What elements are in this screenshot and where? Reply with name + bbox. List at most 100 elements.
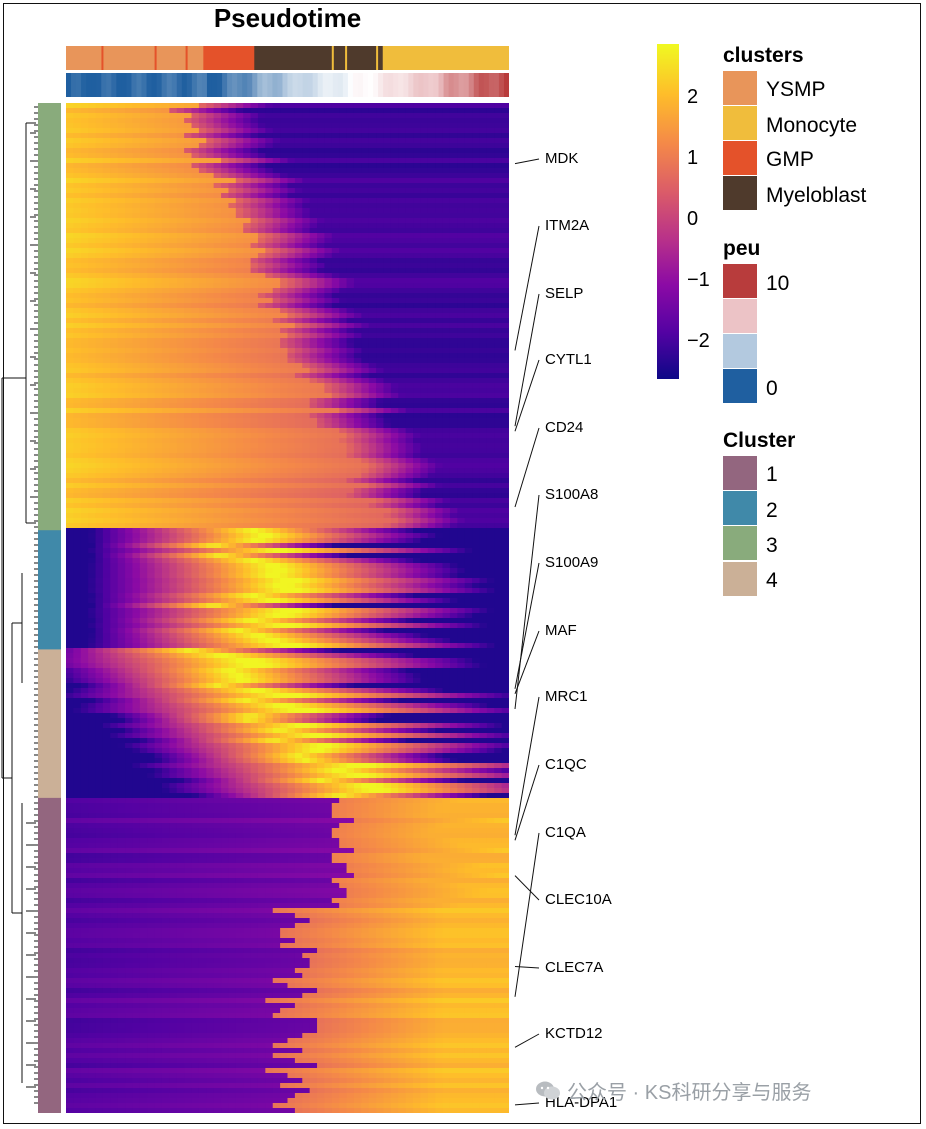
heatmap-cell: [176, 233, 185, 239]
heatmap-cell: [486, 478, 495, 484]
heatmap-cell: [228, 128, 237, 134]
heatmap-cell: [191, 308, 200, 314]
heatmap-cell: [472, 468, 481, 474]
heatmap-cell: [368, 323, 377, 329]
heatmap-cell: [287, 113, 296, 119]
heatmap-cell: [117, 408, 126, 414]
heatmap-cell: [102, 448, 111, 454]
heatmap-cell: [353, 403, 362, 409]
heatmap-cell: [250, 253, 259, 259]
heatmap-cell: [73, 333, 82, 339]
heatmap-cell: [346, 133, 355, 139]
heatmap-cell: [272, 463, 281, 469]
heatmap-cell: [154, 473, 163, 479]
heatmap-cell: [73, 428, 82, 434]
heatmap-cell: [184, 113, 193, 119]
heatmap-cell: [184, 248, 193, 254]
heatmap-cell: [132, 468, 141, 474]
heatmap-cell: [95, 218, 104, 224]
heatmap-cell: [405, 363, 414, 369]
heatmap-cell: [294, 398, 303, 404]
heatmap-cell: [132, 448, 141, 454]
heatmap-cell: [88, 123, 97, 129]
heatmap-cell: [479, 128, 488, 134]
heatmap-cell: [368, 128, 377, 134]
heatmap-cell: [464, 163, 473, 169]
heatmap-cell: [302, 408, 311, 414]
heatmap-cell: [176, 188, 185, 194]
heatmap-cell: [501, 373, 509, 379]
heatmap-cell: [427, 393, 436, 399]
heatmap-cell: [132, 463, 141, 469]
heatmap-cell: [221, 178, 230, 184]
heatmap-row: [66, 238, 509, 244]
heatmap-cell: [221, 123, 230, 129]
heatmap-cell: [184, 328, 193, 334]
heatmap-cell: [80, 128, 89, 134]
heatmap-cell: [442, 228, 451, 234]
heatmap-cell: [361, 468, 370, 474]
heatmap-cell: [405, 303, 414, 309]
heatmap-cell: [398, 388, 407, 394]
heatmap-cell: [66, 433, 74, 439]
heatmap-row: [66, 283, 509, 289]
heatmap-cell: [198, 453, 207, 459]
heatmap-cell: [390, 108, 399, 114]
peu-cell: [383, 73, 389, 97]
heatmap-cell: [95, 113, 104, 119]
heatmap-cell: [346, 298, 355, 304]
heatmap-cell: [486, 103, 495, 109]
heatmap-cell: [125, 173, 134, 179]
heatmap-cell: [176, 328, 185, 334]
heatmap-cell: [73, 253, 82, 259]
heatmap-cell: [213, 268, 222, 274]
heatmap-cell: [390, 228, 399, 234]
heatmap-cell: [161, 483, 170, 489]
heatmap-cell: [125, 318, 134, 324]
heatmap-cell: [73, 173, 82, 179]
heatmap-cell: [383, 308, 392, 314]
heatmap-cell: [73, 458, 82, 464]
heatmap-cell: [272, 403, 281, 409]
heatmap-cell: [265, 273, 274, 279]
heatmap-cell: [287, 458, 296, 464]
heatmap-cell: [66, 288, 74, 294]
heatmap-cell: [309, 368, 318, 374]
heatmap-cell: [250, 368, 259, 374]
heatmap-cell: [317, 253, 326, 259]
heatmap-cell: [154, 383, 163, 389]
heatmap-cell: [390, 408, 399, 414]
heatmap-cell: [243, 463, 252, 469]
heatmap-cell: [139, 168, 148, 174]
heatmap-cell: [102, 228, 111, 234]
heatmap-cell: [198, 408, 207, 414]
heatmap-cell: [457, 343, 466, 349]
heatmap-cell: [154, 133, 163, 139]
heatmap-cell: [413, 473, 421, 479]
heatmap-cell: [346, 153, 355, 159]
heatmap-cell: [442, 348, 451, 354]
heatmap-cell: [398, 423, 407, 429]
heatmap-cell: [309, 458, 318, 464]
heatmap-cell: [73, 248, 82, 254]
heatmap-cell: [250, 243, 259, 249]
heatmap-cell: [198, 348, 207, 354]
heatmap-cell: [73, 183, 82, 189]
heatmap-cell: [221, 128, 230, 134]
heatmap-cell: [243, 323, 252, 329]
heatmap-cell: [390, 283, 399, 289]
heatmap-cell: [420, 288, 429, 294]
heatmap-cell: [435, 478, 444, 484]
heatmap-cell: [494, 338, 503, 344]
heatmap-cell: [442, 223, 451, 229]
heatmap-cell: [339, 293, 348, 299]
heatmap-cell: [486, 413, 495, 419]
heatmap-cell: [472, 433, 481, 439]
heatmap-cell: [501, 203, 509, 209]
heatmap-cell: [346, 103, 355, 109]
heatmap-cell: [191, 188, 200, 194]
heatmap-cell: [198, 478, 207, 484]
heatmap-cell: [331, 168, 340, 174]
heatmap-cell: [243, 403, 252, 409]
heatmap-cell: [420, 258, 429, 264]
